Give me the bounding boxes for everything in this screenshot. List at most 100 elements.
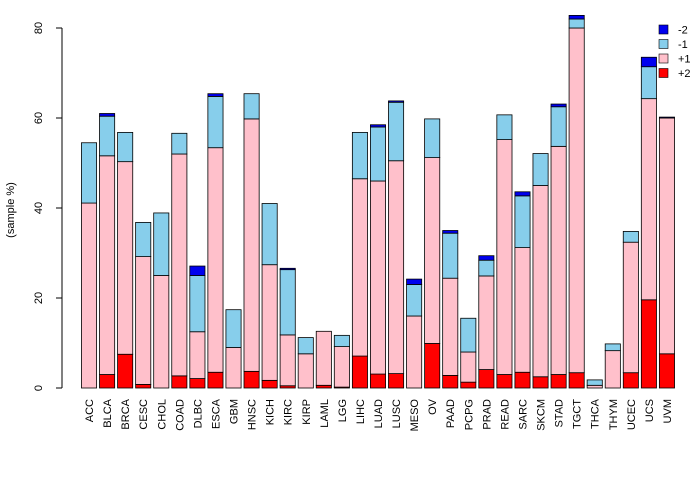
bar-brca-seg-2 [117,131,134,163]
bar-ucec-seg-1 [622,241,639,374]
x-tick-label: SARC [517,399,529,430]
bar-ucec-seg-0 [622,372,639,389]
bar-dlbc-seg-3 [189,265,206,276]
bar-luad-seg-3 [370,124,386,128]
bar-uvm-seg-3 [658,116,675,119]
bar-ov-seg-1 [424,157,441,344]
bar-prad-seg-2 [478,259,495,277]
bar-tgct-seg-0 [568,372,585,389]
bar-ov-seg-0 [424,343,441,389]
x-tick-label: CESC [138,399,150,430]
bar-esca-seg-2 [207,96,224,149]
bar-ucs-seg-2 [640,66,657,100]
y-tick-label: 80 [33,22,45,34]
bar-esca-seg-0 [207,371,224,389]
bar-thym-seg-1 [604,350,621,389]
bar-prad-seg-1 [478,275,495,370]
x-tick-label: UCS [644,399,656,422]
bar-stad-seg-0 [550,374,567,389]
legend-label: -1 [678,39,688,51]
bar-prad-seg-3 [478,255,495,261]
bar-coad-seg-2 [171,132,188,155]
x-tick-label: KIRC [283,399,295,425]
bar-kich-seg-1 [261,264,278,381]
y-axis-title: (sample %) [5,182,17,238]
bar-lgg-seg-2 [333,334,350,348]
x-tick-label: GBM [229,399,241,424]
bar-dlbc-seg-0 [189,378,206,389]
bar-meso-seg-2 [406,284,423,317]
legend-swatch [658,53,669,64]
bar-tgct-seg-3 [568,14,585,20]
bar-luad-seg-0 [370,373,386,389]
bars-layer [81,14,675,389]
bar-luad-seg-1 [370,180,386,375]
bar-lusc-seg-3 [388,100,405,103]
bar-read-seg-1 [496,139,513,375]
x-tick-label: LUAD [373,399,385,428]
x-tick-label: ESCA [210,398,222,429]
bar-sarc-seg-1 [514,247,531,373]
bar-uvm-seg-0 [658,353,675,389]
bar-blca-seg-3 [99,113,116,117]
y-tick-label: 40 [33,202,45,214]
bar-paad-seg-1 [442,277,459,376]
bar-ucs-seg-3 [640,56,657,68]
bar-hnsc-seg-1 [243,118,260,372]
x-tick-label: PRAD [481,399,493,430]
bar-thca-seg-1 [586,384,603,389]
bar-cesc-seg-2 [135,221,152,257]
bar-blca-seg-1 [99,155,116,375]
x-tick-label: HNSC [247,399,259,430]
bar-kich-seg-2 [261,203,278,266]
x-tick-label: LGG [337,399,349,422]
bar-dlbc-seg-1 [189,331,206,379]
x-tick-label: COAD [174,399,186,431]
bar-cesc-seg-0 [135,383,152,389]
bar-skcm-seg-2 [532,153,549,186]
x-tick-label: LIHC [355,399,367,424]
x-tick-label: LAML [319,399,331,428]
x-tick-label: BRCA [120,398,132,429]
bar-lihc-seg-2 [351,131,368,180]
x-tick-label: CHOL [156,399,168,430]
bar-stad-seg-2 [550,106,567,147]
bar-ucs-seg-0 [640,299,657,389]
y-tick-label: 60 [33,112,45,124]
bar-luad-seg-2 [370,126,386,182]
bar-lihc-seg-0 [351,355,368,389]
x-tick-label: UCEC [626,399,638,430]
bar-stad-seg-1 [550,145,567,375]
bar-uvm-seg-1 [658,117,675,355]
x-tick-label: PAAD [445,399,457,428]
bar-kich-seg-0 [261,379,278,389]
bar-kirc-seg-2 [279,269,296,336]
bar-kirp-seg-1 [297,353,314,389]
bar-sarc-seg-0 [514,371,531,389]
x-tick-label: DLBC [192,399,204,428]
legend-label: +1 [678,54,691,66]
bar-acc-seg-2 [81,142,98,204]
x-tick-label: STAD [554,399,566,428]
legend-swatch [658,39,669,49]
x-tick-label: KIRP [301,399,313,425]
x-tick-label: KICH [265,399,277,425]
x-tick-label: OV [427,398,439,415]
legend-swatch [658,68,669,78]
bar-laml-seg-1 [315,330,332,386]
bar-kirc-seg-3 [279,267,296,271]
bar-skcm-seg-1 [532,185,549,378]
bar-tgct-seg-1 [568,27,585,374]
bar-thym-seg-2 [604,343,621,352]
bar-blca-seg-0 [99,374,116,389]
bar-thca-seg-2 [586,379,603,386]
x-tick-label: ACC [84,399,96,422]
bar-skcm-seg-0 [532,376,549,389]
bar-lihc-seg-1 [351,178,368,357]
bar-acc-seg-1 [81,202,98,389]
bar-read-seg-0 [496,374,513,389]
legend-swatch [658,24,669,35]
bar-sarc-seg-3 [514,191,531,197]
bar-meso-seg-1 [406,315,423,389]
